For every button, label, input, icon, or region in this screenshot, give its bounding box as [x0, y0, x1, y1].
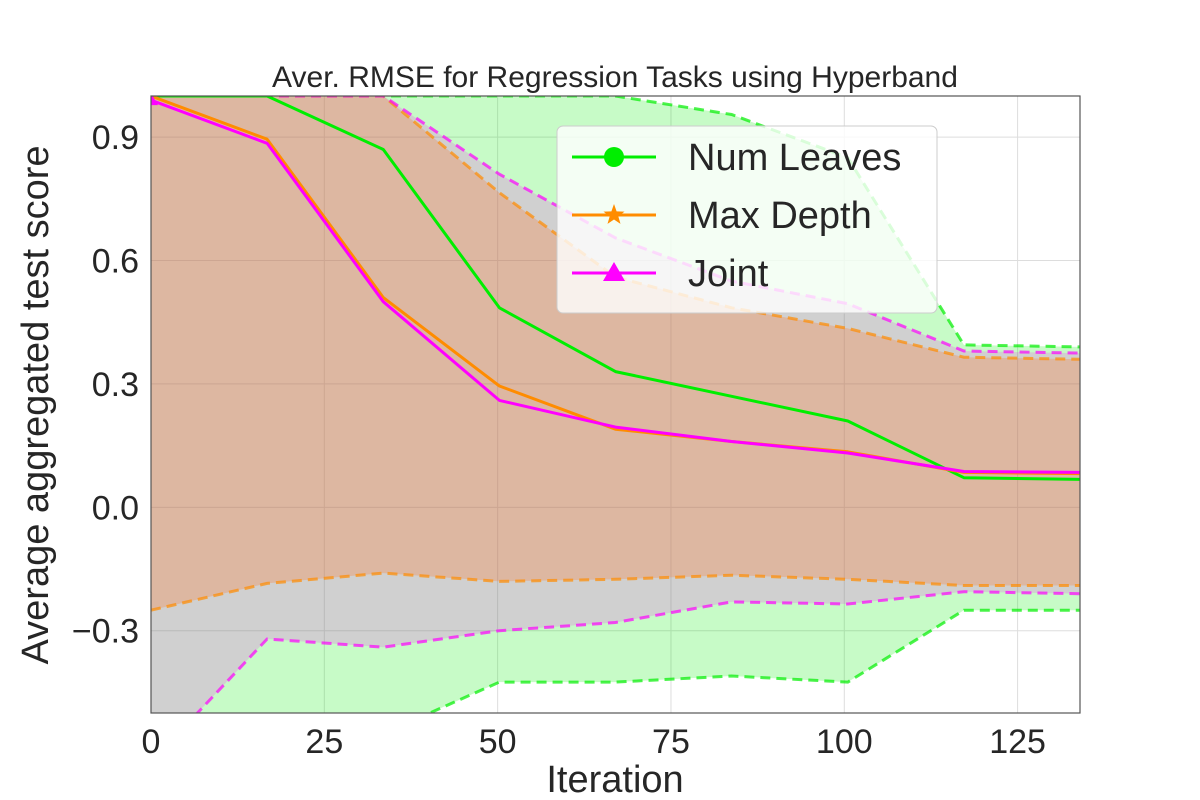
num-leaves-lower-bound: [426, 608, 1080, 713]
y-tick-label: 0.0: [92, 489, 139, 527]
joint-line: [151, 98, 1080, 474]
legend-marker-max-depth: [603, 204, 625, 224]
x-tick-label: 0: [142, 723, 161, 761]
y-tick-label: −0.3: [72, 613, 139, 651]
y-tick-label: 0.3: [92, 366, 139, 404]
x-axis-ticks: 0 25 50 75 100 125: [142, 723, 1046, 761]
legend-box: [556, 125, 938, 314]
legend-label-max-depth: Max Depth: [688, 195, 872, 237]
x-tick-label: 100: [816, 723, 873, 761]
joint-band: [151, 96, 1080, 713]
legend-marker-num-leaves: [604, 147, 624, 167]
max-depth-band: [151, 96, 1080, 611]
legend-label-joint: Joint: [688, 253, 769, 295]
joint-lower-bound: [195, 590, 1080, 713]
joint-marker: [151, 96, 158, 106]
x-tick-label: 125: [989, 723, 1046, 761]
x-tick-label: 50: [479, 723, 517, 761]
x-axis-label: Iteration: [546, 759, 683, 800]
plot-frame: [150, 95, 1081, 714]
legend: Num Leaves Max Depth Joint: [556, 125, 938, 314]
legend-label-num-leaves: Num Leaves: [688, 137, 901, 179]
legend-marker-joint: [603, 262, 625, 281]
x-tick-label: 25: [305, 723, 343, 761]
series-lines: [151, 96, 1080, 481]
max-depth-lower-bound: [151, 571, 1080, 612]
x-tick-label: 75: [652, 723, 690, 761]
y-tick-label: 0.6: [92, 243, 139, 281]
y-axis-label: Average aggregated test score: [15, 146, 57, 665]
num-leaves-line: [151, 96, 1080, 481]
y-tick-label: 0.9: [92, 119, 139, 157]
y-axis-ticks: −0.3 0.0 0.3 0.6 0.9: [72, 119, 139, 651]
chart-title: Aver. RMSE for Regression Tasks using Hy…: [272, 61, 958, 94]
